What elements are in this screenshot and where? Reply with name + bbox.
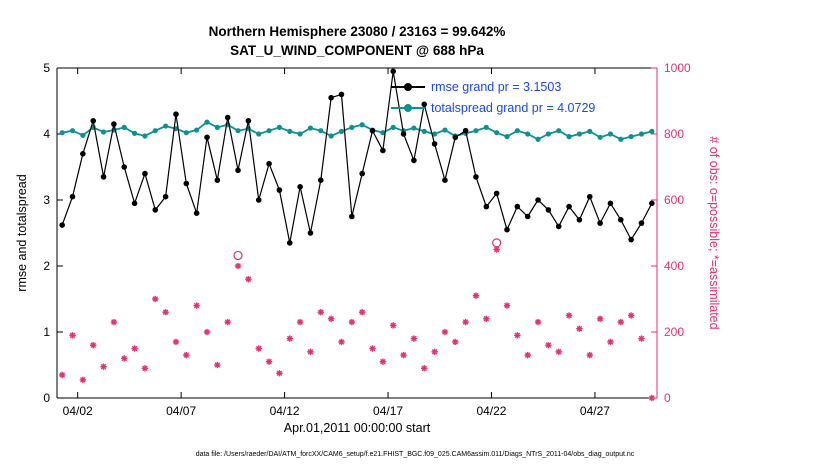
- legend-item-totalspread: totalspread grand pr = 4.0729: [391, 100, 595, 116]
- y-tick-label-right: 200: [664, 325, 684, 339]
- x-tick-label: 04/12: [270, 404, 300, 418]
- y-tick-label-right: 600: [664, 193, 684, 207]
- x-tick-label: 04/17: [373, 404, 403, 418]
- x-tick-label: 04/02: [63, 404, 93, 418]
- y-tick-label-left: 1: [43, 325, 50, 339]
- legend-label-rmse: rmse grand pr = 3.1503: [431, 80, 562, 94]
- legend-item-rmse: rmse grand pr = 3.1503: [391, 79, 595, 95]
- y-tick-label-right: 1000: [664, 61, 691, 75]
- y-tick-label-left: 3: [43, 193, 50, 207]
- y-tick-label-right: 800: [664, 127, 684, 141]
- rmse-line-sample-icon: [391, 82, 425, 92]
- chart-title: Northern Hemisphere 23080 / 23163 = 99.6…: [208, 24, 506, 39]
- chart-subtitle: SAT_U_WIND_COMPONENT @ 688 hPa: [230, 43, 484, 58]
- y-tick-label-right: 0: [664, 391, 671, 405]
- data-file-caption: data file: /Users/raeder/DAI/ATM_forcXX/…: [195, 451, 635, 458]
- totalspread-line: [62, 121, 653, 141]
- rmse-line: [61, 71, 653, 244]
- x-axis-label: Apr.01,2011 00:00:00 start: [283, 421, 431, 435]
- y-tick-label-left: 2: [43, 259, 50, 273]
- y-tick-label-left: 5: [43, 61, 50, 75]
- x-tick-label: 04/27: [580, 404, 610, 418]
- y-tick-label-right: 400: [664, 259, 684, 273]
- observations-series: [58, 238, 656, 402]
- y-tick-label-left: 4: [43, 127, 50, 141]
- legend-label-totalspread: totalspread grand pr = 4.0729: [431, 101, 596, 115]
- y-tick-label-left: 0: [43, 391, 50, 405]
- x-tick-label: 04/22: [476, 404, 506, 418]
- legend: rmse grand pr = 3.1503 totalspread grand…: [391, 79, 595, 121]
- x-tick-label: 04/07: [166, 404, 196, 418]
- totalspread-line-sample-icon: [391, 103, 425, 113]
